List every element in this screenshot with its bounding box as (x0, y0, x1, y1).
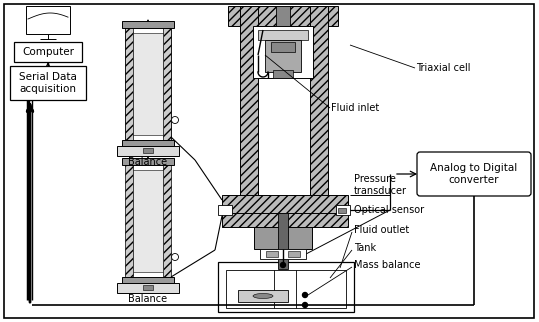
Bar (310, 6, 328, 216)
Bar (14, 42, 82, 62)
Bar (288, 251, 300, 257)
Bar (10, 66, 86, 100)
FancyBboxPatch shape (417, 152, 531, 196)
Text: Triaxial cell: Triaxial cell (416, 63, 471, 73)
Bar (122, 158, 174, 165)
Bar (266, 251, 278, 257)
Text: Analog to Digital
converter: Analog to Digital converter (430, 163, 517, 185)
Text: Optical sensor: Optical sensor (354, 205, 424, 215)
Bar (122, 140, 174, 146)
Bar (226, 270, 346, 308)
Circle shape (171, 253, 178, 260)
Circle shape (302, 302, 308, 308)
Circle shape (280, 262, 286, 268)
Bar (336, 205, 350, 215)
Text: Computer: Computer (22, 47, 74, 57)
Bar (122, 21, 174, 28)
Bar (163, 165, 171, 277)
Bar (125, 165, 133, 277)
Bar (133, 33, 163, 135)
Bar (265, 40, 301, 72)
Text: Fluid inlet: Fluid inlet (331, 103, 379, 113)
Bar (26, 6, 70, 34)
Circle shape (302, 292, 308, 298)
Bar (117, 146, 179, 156)
Text: Serial Data
acquisition: Serial Data acquisition (19, 72, 77, 94)
Text: Balance: Balance (128, 157, 168, 167)
Bar (228, 6, 338, 26)
Ellipse shape (253, 293, 273, 298)
Bar (420, 155, 528, 193)
Text: Pressure
transducer: Pressure transducer (354, 174, 407, 196)
Bar (122, 277, 174, 283)
Bar (260, 249, 306, 259)
Bar (218, 262, 354, 312)
Bar (240, 6, 258, 216)
Bar (254, 227, 312, 249)
Bar (222, 195, 348, 215)
Bar (276, 6, 290, 26)
Bar (163, 28, 171, 140)
Bar (271, 42, 295, 52)
Circle shape (171, 117, 178, 124)
Text: Balance: Balance (128, 294, 168, 304)
Bar (338, 208, 346, 213)
Bar (125, 28, 133, 140)
Bar (133, 170, 163, 272)
Bar (222, 213, 348, 227)
Bar (143, 285, 153, 290)
Bar (258, 30, 308, 40)
Bar (238, 290, 288, 302)
Bar (278, 213, 288, 269)
Text: Mass balance: Mass balance (354, 260, 420, 270)
Text: Fluid outlet: Fluid outlet (354, 225, 409, 235)
Text: Tank: Tank (354, 243, 376, 253)
Bar (253, 26, 313, 78)
Bar (218, 205, 232, 215)
Bar (143, 148, 153, 153)
Bar (273, 70, 293, 78)
Bar (117, 283, 179, 293)
